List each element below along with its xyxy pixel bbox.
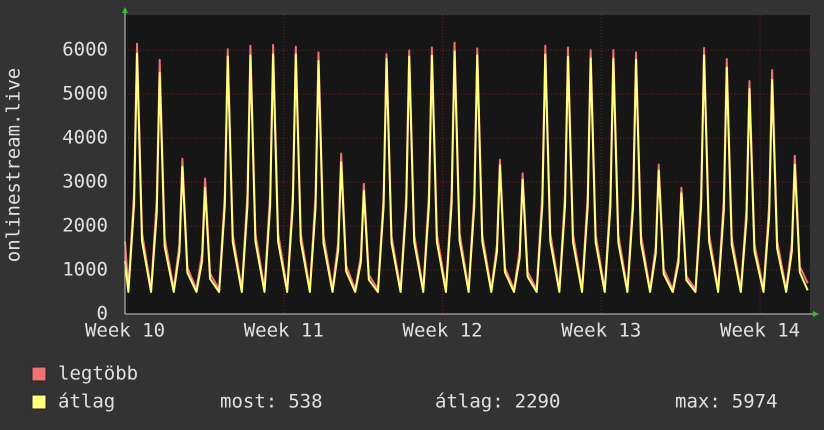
y-tick-label: 3000 [62, 171, 108, 193]
stat-value: 538 [288, 391, 322, 413]
stat-label: átlag: [435, 391, 504, 413]
x-tick-label: Week 10 [85, 320, 165, 342]
x-tick-label: Week 11 [244, 320, 324, 342]
y-arrow [122, 7, 128, 13]
series-line [124, 50, 809, 294]
x-tick-label: Week 14 [720, 320, 800, 342]
y-tick-label: 6000 [62, 39, 108, 61]
legend-swatch [31, 366, 47, 382]
y-tick-label: 0 [97, 303, 108, 325]
legend: legtöbb átlag most: 538 átlag: 2290 max: 5974 [31, 363, 778, 413]
legend-label: átlag [58, 391, 115, 413]
x-tick-label: Week 13 [561, 320, 641, 342]
x-tick-label: Week 12 [403, 320, 483, 342]
y-tick-label: 4000 [62, 127, 108, 149]
lines [124, 41, 809, 294]
y-axis-label: onlinestream.live [3, 68, 25, 262]
stat-label: max: [675, 391, 721, 413]
x-arrow [813, 311, 819, 317]
plot-area [125, 15, 810, 314]
y-tick-label: 5000 [62, 83, 108, 105]
legend-label: legtöbb [58, 363, 138, 385]
y-tick-label: 2000 [62, 215, 108, 237]
stat-label: most: [220, 391, 277, 413]
y-tick-label: 1000 [62, 259, 108, 281]
stat-value: 5974 [732, 391, 778, 413]
stat-value: 2290 [515, 391, 561, 413]
legend-swatch [31, 394, 47, 410]
